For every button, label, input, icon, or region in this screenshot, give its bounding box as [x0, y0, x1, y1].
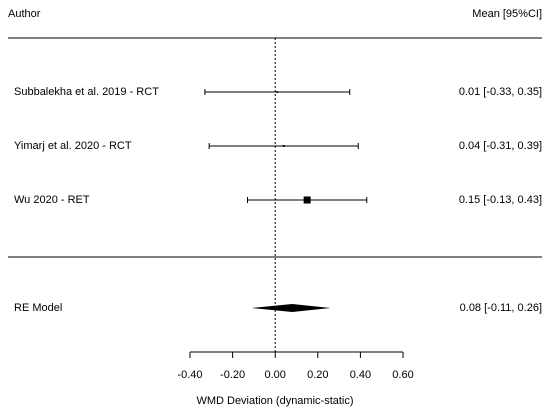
point-estimate: [282, 145, 285, 147]
author-header: Author: [8, 8, 41, 20]
study-label: Yimarj et al. 2020 - RCT: [14, 140, 132, 152]
study-ci-text: 0.01 [-0.33, 0.35]: [458, 86, 542, 98]
study-ci-text: 0.04 [-0.31, 0.39]: [458, 140, 542, 152]
study-label: Subbalekha et al. 2019 - RCT: [14, 86, 159, 98]
summary-label: RE Model: [14, 302, 63, 314]
x-tick-label: 0.40: [350, 369, 371, 381]
point-estimate: [276, 91, 279, 93]
x-tick-label: 0.60: [392, 369, 413, 381]
point-estimate: [303, 196, 311, 204]
summary-ci-text: 0.08 [-0.11, 0.26]: [459, 302, 542, 314]
x-tick-label: -0.40: [177, 369, 202, 381]
mean-ci-header: Mean [95%CI]: [472, 8, 542, 20]
x-tick-label: -0.20: [220, 369, 245, 381]
x-tick-label: 0.00: [264, 369, 285, 381]
x-axis-label: WMD Deviation (dynamic-static): [196, 395, 354, 407]
study-label: Wu 2020 - RET: [14, 194, 90, 206]
summary-diamond: [251, 304, 331, 312]
study-ci-text: 0.15 [-0.13, 0.43]: [458, 194, 542, 206]
x-tick-label: 0.20: [307, 369, 328, 381]
